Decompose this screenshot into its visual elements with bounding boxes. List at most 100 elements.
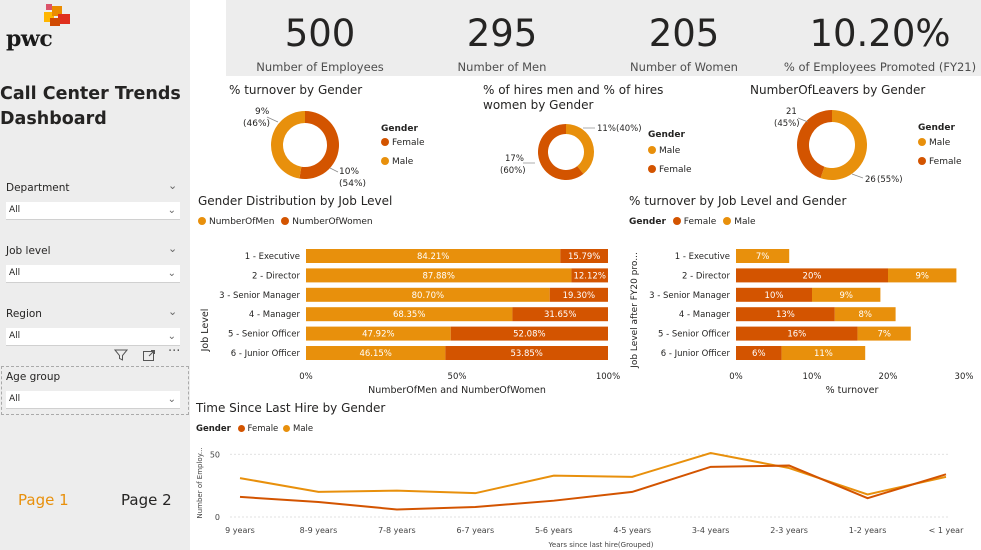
focus-mode-icon[interactable]: [142, 348, 156, 362]
donut-slice-female[interactable]: [538, 124, 584, 180]
leavers-by-gender-donut[interactable]: 21 (45%) 26 (55%) Gender Male Female: [760, 100, 980, 195]
bar-segment[interactable]: [857, 326, 911, 341]
bar-segment[interactable]: [736, 346, 782, 360]
donut-slice-male[interactable]: [566, 124, 594, 174]
legend-title: Gender: [918, 123, 955, 133]
donut-slice-male[interactable]: [271, 111, 305, 179]
y-axis-title: Job Level after FY20 pro...: [630, 252, 640, 369]
bar-segment[interactable]: [781, 346, 866, 360]
donut-pct-female: (54%): [339, 179, 366, 189]
series-line-female[interactable]: [239, 464, 947, 511]
age-group-slicer-frame: [1, 366, 189, 415]
bar-segment[interactable]: [736, 326, 858, 341]
x-tick-label: 30%: [955, 372, 974, 382]
data-label: 52.08%: [513, 330, 545, 340]
bar-segment[interactable]: [812, 287, 881, 302]
x-tick-label: 8-9 years: [300, 526, 338, 535]
page-1-tab[interactable]: Page 1: [18, 491, 69, 509]
donut-pct-male: (55%): [877, 175, 903, 185]
job-level-slicer-label: Job level: [6, 245, 51, 257]
bar-segment[interactable]: [736, 268, 888, 283]
donut-slice-male[interactable]: [820, 110, 867, 180]
bar-segment[interactable]: [560, 249, 608, 263]
data-label: 12.12%: [573, 271, 605, 281]
turnover-by-gender-title: % turnover by Gender: [229, 83, 363, 97]
bar-segment[interactable]: [736, 249, 790, 263]
donut-label-female: 17%: [505, 154, 524, 164]
x-tick-label: 0%: [729, 372, 743, 382]
x-tick-label: 100%: [596, 372, 620, 382]
gender-distribution-chart[interactable]: Job Level 1 - Executive 2 - Director 3 - S…: [196, 240, 620, 400]
bar-segment[interactable]: [306, 307, 513, 322]
bar-segment[interactable]: [450, 326, 608, 341]
department-slicer-label: Department: [6, 182, 70, 194]
data-label: 84.21%: [417, 252, 449, 262]
x-tick-label: 10%: [803, 372, 822, 382]
y-axis-title: Number of Employ...: [196, 447, 204, 518]
time-since-last-hire-title: Time Since Last Hire by Gender: [196, 401, 386, 415]
legend-dot-male: [282, 425, 290, 432]
data-label: 20%: [803, 271, 822, 281]
legend-female: Female: [659, 165, 692, 175]
y-tick-label: 0: [215, 513, 220, 522]
x-tick-label: 2-3 years: [770, 526, 808, 535]
data-label: 68.35%: [393, 310, 425, 320]
bar-segment[interactable]: [571, 268, 608, 283]
donut-label-female: 21: [786, 107, 797, 117]
bar-segment[interactable]: [306, 326, 451, 341]
chevron-down-icon: ⌄: [167, 205, 176, 216]
chevron-down-icon[interactable]: ⌄: [168, 179, 178, 192]
x-tick-label: < 1 year: [929, 526, 964, 535]
x-axis-title: NumberOfMen and NumberOfWomen: [368, 385, 546, 396]
category-label: 4 - Manager: [679, 310, 731, 320]
data-label: 16%: [787, 330, 806, 340]
legend-male: Male: [734, 217, 756, 227]
time-since-last-hire-chart[interactable]: Number of Employ... 0 50 9 years 8-9 years…: [192, 440, 972, 550]
bar-segment[interactable]: [306, 268, 572, 283]
more-options-icon[interactable]: ···: [168, 344, 181, 359]
brand-name: pwc: [6, 26, 53, 52]
donut-slice-female[interactable]: [299, 111, 339, 179]
chevron-down-icon[interactable]: ⌄: [168, 242, 178, 255]
legend-women: NumberOfWomen: [292, 217, 373, 227]
turnover-by-job-level-legend: Gender Female Male: [629, 217, 756, 227]
bar-segment[interactable]: [888, 268, 957, 283]
chevron-down-icon[interactable]: ⌄: [168, 305, 178, 318]
chevron-down-icon: ⌄: [167, 394, 176, 405]
hires-by-gender-donut[interactable]: 11% (40%) 17% (60%) Gender Male Female: [488, 113, 738, 193]
page-2-tab[interactable]: Page 2: [121, 491, 172, 509]
donut-pct-female: (60%): [500, 166, 526, 176]
category-label: 6 - Junior Officer: [231, 349, 301, 359]
data-label: 19.30%: [563, 291, 595, 301]
x-tick-label: 4-5 years: [613, 526, 651, 535]
department-slicer[interactable]: All ⌄: [6, 202, 180, 220]
bar-segment[interactable]: [306, 346, 446, 360]
turnover-by-job-level-chart[interactable]: Job Level after FY20 pro... 1 - Executiv…: [626, 240, 978, 400]
time-since-last-hire-legend: Gender Female Male: [196, 424, 313, 434]
filter-icon[interactable]: [114, 348, 128, 362]
bar-segment[interactable]: [736, 307, 835, 322]
bar-segment[interactable]: [512, 307, 608, 322]
job-level-slicer-value: All: [9, 268, 21, 278]
data-label: 10%: [765, 291, 784, 301]
category-label: 5 - Senior Officer: [658, 330, 730, 340]
bar-segment[interactable]: [306, 249, 561, 263]
age-group-slicer[interactable]: All ⌄: [6, 391, 180, 409]
series-line-male[interactable]: [239, 451, 947, 496]
category-label: 6 - Junior Officer: [661, 349, 731, 359]
bar-segment[interactable]: [736, 287, 812, 302]
region-slicer[interactable]: All ⌄: [6, 328, 180, 346]
x-tick-label: 20%: [879, 372, 898, 382]
data-label: 11%: [814, 349, 833, 359]
turnover-by-gender-donut[interactable]: 9% (46%) 10% (54%) Gender Female Male: [226, 100, 436, 192]
legend-title: Gender: [648, 130, 685, 140]
job-level-slicer[interactable]: All ⌄: [6, 265, 180, 283]
bar-segment[interactable]: [549, 287, 608, 302]
leader-line: [797, 117, 809, 123]
donut-slice-female[interactable]: [797, 110, 832, 179]
bar-segment[interactable]: [834, 307, 896, 322]
x-tick-label: 0%: [299, 372, 313, 382]
bar-segment[interactable]: [445, 346, 608, 360]
kpi-women-value: 205: [648, 12, 720, 55]
bar-segment[interactable]: [306, 287, 550, 302]
